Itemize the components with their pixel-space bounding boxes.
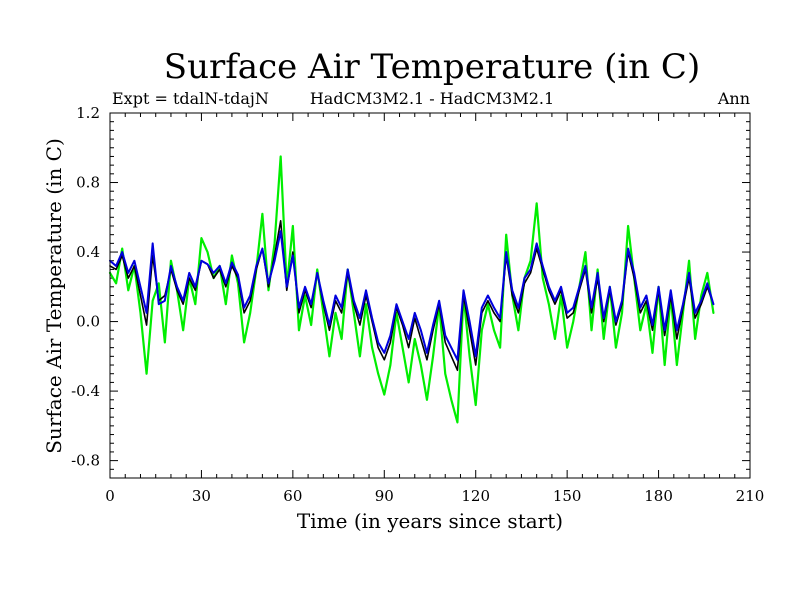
x-tick-label: 0 [105,487,115,505]
x-axis-label: Time (in years since start) [297,509,563,533]
x-tick-label: 150 [553,487,582,505]
x-tick-label: 210 [736,487,765,505]
y-tick-label: 0.8 [76,174,100,192]
chart-subtitle-right: Ann [717,89,750,108]
y-tick-label: 1.2 [76,104,100,122]
y-tick-label: -0.4 [71,382,100,400]
series-lines [108,155,715,424]
series-line-blue [109,230,715,361]
x-tick-label: 30 [192,487,211,505]
y-tick-label: 0.4 [76,243,100,261]
x-tick-label: 180 [644,487,673,505]
chart-subtitle-left: Expt = tdalN-tdajN [112,89,269,108]
series-line-green [108,155,715,424]
chart-subtitle-center: HadCM3M2.1 - HadCM3M2.1 [310,89,554,108]
plot-frame [109,112,751,479]
axis-ticks [109,112,751,479]
y-tick-label: -0.8 [71,452,100,470]
y-tick-label: 0.0 [76,313,100,331]
x-tick-label: 60 [283,487,302,505]
x-tick-label: 90 [375,487,394,505]
axis-tick-labels: 0 30 60 90 120 150 180 210 -0.8 -0.4 0.0 0.4 0.8 1.2 [71,104,764,505]
x-tick-label: 120 [461,487,490,505]
y-axis-label: Surface Air Temperature (in C) [42,138,66,454]
chart-title: Surface Air Temperature (in C) [164,47,700,87]
